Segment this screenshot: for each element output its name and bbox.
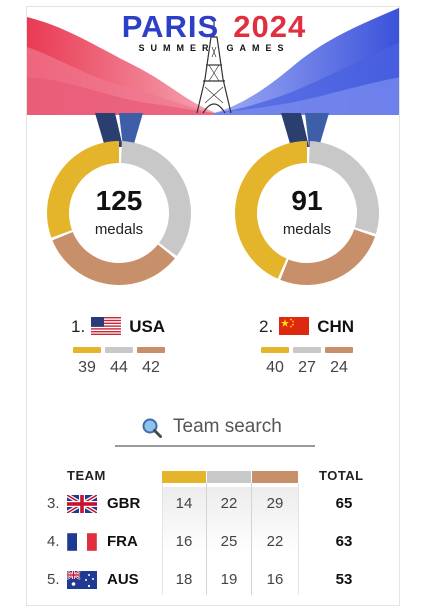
silver-bar <box>105 347 133 353</box>
column-header-bronze <box>252 471 298 483</box>
rank-chn[interactable]: 2. CHN <box>259 317 355 336</box>
france-flag-icon <box>67 533 97 551</box>
medal-total: 91 <box>291 185 323 216</box>
gold-bar <box>261 347 289 353</box>
silver-count: 44 <box>110 359 128 376</box>
column-header-silver <box>207 471 251 483</box>
eiffel-tower-icon <box>196 21 232 114</box>
table-row[interactable]: 3. GBR 14 22 29 65 <box>27 487 399 523</box>
bronze-count: 42 <box>142 359 160 376</box>
donut-label-usa: 125 medals <box>64 185 174 238</box>
column-header-gold <box>162 471 206 483</box>
rank-usa[interactable]: 1. USA <box>71 317 166 336</box>
donut-slice-bronze <box>52 231 175 285</box>
row-rank: 5. <box>47 571 60 588</box>
medal-total: 125 <box>95 185 143 216</box>
row-total: 63 <box>335 533 353 550</box>
row-rank: 3. <box>47 495 60 512</box>
donut-slice-gold <box>47 141 119 238</box>
donut-slice-bronze <box>280 229 376 285</box>
column-divider <box>162 483 163 595</box>
medal-unit: medals <box>94 221 144 238</box>
row-team-code: AUS <box>107 571 139 588</box>
row-bronze: 29 <box>266 495 284 512</box>
column-divider <box>251 483 252 595</box>
gold-bar <box>73 347 101 353</box>
row-rank: 4. <box>47 533 60 550</box>
magnifier-icon <box>142 418 162 438</box>
gold-count: 39 <box>78 359 96 376</box>
usa-flag-icon <box>91 317 122 335</box>
banner-waves <box>27 7 399 115</box>
logo-subtitle: SUMMER GAMES <box>138 43 290 53</box>
medal-unit: medals <box>282 221 332 238</box>
donut-label-chn: 91 medals <box>252 185 362 238</box>
row-silver: 25 <box>220 533 238 550</box>
row-bronze: 16 <box>266 571 284 588</box>
logo-title: PARIS 2024 <box>27 9 399 45</box>
bronze-bar <box>137 347 165 353</box>
row-gold: 16 <box>175 533 193 550</box>
uk-flag-icon <box>67 495 97 513</box>
bronze-bar <box>325 347 353 353</box>
row-team-code: GBR <box>107 495 141 512</box>
row-bronze: 22 <box>266 533 284 550</box>
donut-chart-usa <box>47 141 192 285</box>
column-divider <box>206 483 207 595</box>
silver-count: 27 <box>298 359 316 376</box>
row-gold: 14 <box>175 495 193 512</box>
table-row[interactable]: 5. AUS 18 19 16 53 <box>27 563 399 599</box>
header-banner: PARIS 2024 SUMMER GAMES <box>27 7 399 115</box>
gold-count: 40 <box>266 359 284 376</box>
logo-paris: PARIS <box>121 9 220 44</box>
silver-bar <box>293 347 321 353</box>
row-silver: 19 <box>220 571 238 588</box>
row-total: 65 <box>335 495 353 512</box>
ribbon-right <box>281 113 329 147</box>
team-search-input[interactable]: Team search <box>115 409 315 447</box>
donut-slice-silver <box>120 141 192 257</box>
logo-year: 2024 <box>233 9 307 44</box>
row-gold: 18 <box>175 571 193 588</box>
china-flag-icon <box>279 317 310 335</box>
row-team-code: FRA <box>107 533 138 550</box>
row-silver: 22 <box>220 495 238 512</box>
row-total: 53 <box>335 571 353 588</box>
donut-slice-gold <box>235 141 307 279</box>
ribbon-left <box>95 113 143 147</box>
column-header-total: TOTAL <box>319 468 364 483</box>
column-divider <box>298 483 299 595</box>
medal-card: PARIS 2024 SUMMER GAMES 125 medals 91 meda… <box>26 6 400 606</box>
australia-flag-icon <box>67 571 97 589</box>
donut-chart-chn <box>235 141 379 285</box>
bronze-count: 24 <box>330 359 348 376</box>
donut-slice-silver <box>308 141 379 234</box>
medal-columns-bg <box>162 487 298 599</box>
table-row[interactable]: 4. FRA 16 25 22 63 <box>27 525 399 561</box>
search-placeholder: Team search <box>173 416 282 437</box>
column-header-team: TEAM <box>67 468 106 483</box>
